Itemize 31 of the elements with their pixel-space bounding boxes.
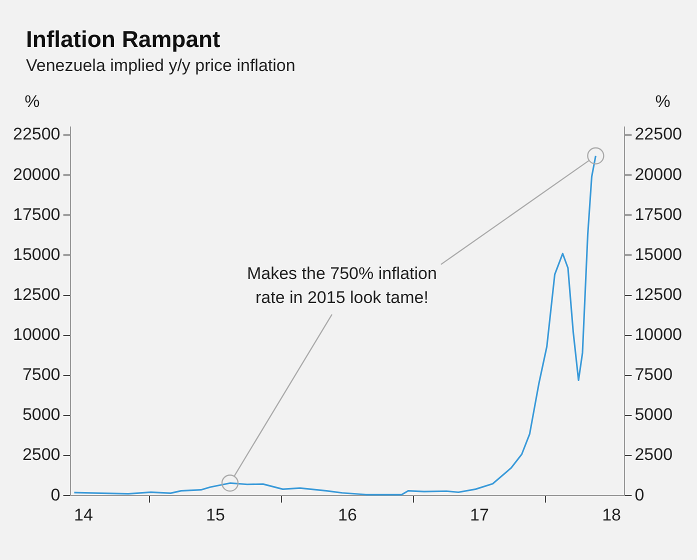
- y2-tick-label: 10000: [634, 325, 682, 344]
- y-tick-label: 7500: [22, 365, 60, 384]
- x-tick-label: 16: [338, 505, 357, 524]
- y2-tick-label: 5000: [634, 405, 673, 424]
- y2-tick-label: 0: [634, 485, 644, 504]
- y2-tick-label: 22500: [634, 124, 682, 144]
- x-tick-label: 14: [74, 505, 93, 524]
- y2-tick-label: 7500: [634, 365, 673, 384]
- y2-tick-label: 15000: [634, 244, 682, 264]
- y2-axis-title: %: [655, 92, 670, 112]
- y2-tick-label: 12500: [634, 284, 682, 304]
- y-tick-label: 15000: [12, 244, 60, 264]
- y-axis-title: %: [24, 92, 40, 112]
- y-tick-label: 2500: [22, 445, 60, 464]
- y-tick-label: 5000: [22, 405, 60, 424]
- y2-tick-label: 17500: [634, 204, 682, 224]
- y-tick-label: 17500: [12, 204, 60, 224]
- y-tick-label: 22500: [12, 124, 60, 144]
- y-tick-label: 12500: [12, 284, 60, 304]
- x-tick-label: 18: [602, 505, 621, 524]
- x-tick-label: 17: [470, 505, 489, 524]
- y2-tick-label: 20000: [634, 164, 682, 184]
- y-tick-label: 10000: [12, 325, 60, 344]
- chart-subtitle: Venezuela implied y/y price inflation: [26, 56, 296, 76]
- chart-title: Inflation Rampant: [26, 26, 220, 53]
- y-tick-label: 20000: [12, 164, 60, 184]
- x-tick-label: 15: [206, 505, 225, 524]
- annotation: rate in 2015 look tame!: [255, 288, 428, 308]
- y2-tick-label: 2500: [634, 445, 673, 464]
- annotation: Makes the 750% inflation: [246, 264, 437, 284]
- y-tick-label: 0: [50, 485, 60, 504]
